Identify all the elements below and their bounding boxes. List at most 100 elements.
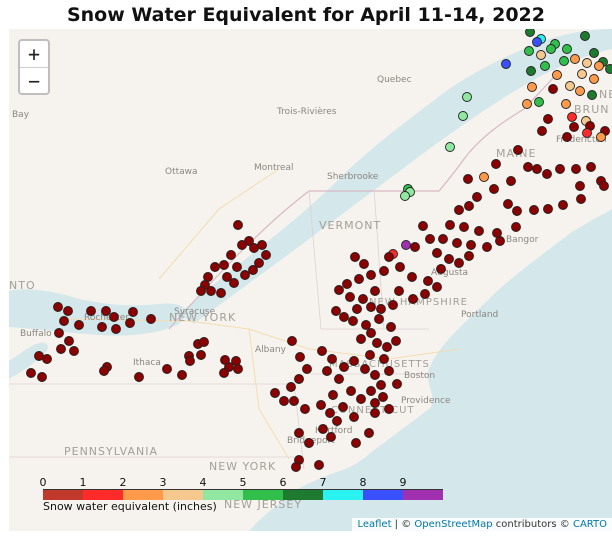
station-marker[interactable] [438, 234, 448, 244]
station-marker[interactable] [491, 159, 501, 169]
station-marker[interactable] [526, 66, 536, 76]
station-marker[interactable] [248, 265, 258, 275]
station-marker[interactable] [378, 392, 388, 402]
station-marker[interactable] [199, 337, 209, 347]
station-marker[interactable] [532, 164, 542, 174]
station-marker[interactable] [536, 50, 546, 60]
station-marker[interactable] [177, 370, 187, 380]
station-marker[interactable] [325, 408, 335, 418]
station-marker[interactable] [291, 462, 301, 472]
station-marker[interactable] [379, 354, 389, 364]
station-marker[interactable] [400, 191, 410, 201]
station-marker[interactable] [257, 240, 267, 250]
station-marker[interactable] [286, 382, 296, 392]
station-marker[interactable] [354, 274, 364, 284]
station-marker[interactable] [196, 350, 206, 360]
station-marker[interactable] [410, 242, 420, 252]
station-marker[interactable] [452, 238, 462, 248]
station-markers[interactable] [26, 29, 612, 472]
station-marker[interactable] [261, 250, 271, 260]
station-marker[interactable] [552, 70, 562, 80]
station-marker[interactable] [464, 201, 474, 211]
station-marker[interactable] [356, 334, 366, 344]
station-marker[interactable] [580, 31, 590, 41]
station-marker[interactable] [346, 386, 356, 396]
station-marker[interactable] [567, 112, 577, 122]
station-marker[interactable] [511, 222, 521, 232]
station-marker[interactable] [582, 58, 592, 68]
station-marker[interactable] [294, 374, 304, 384]
station-marker[interactable] [361, 320, 371, 330]
station-marker[interactable] [459, 222, 469, 232]
station-marker[interactable] [534, 97, 544, 107]
station-marker[interactable] [109, 312, 119, 322]
station-marker[interactable] [328, 390, 338, 400]
station-marker[interactable] [384, 366, 394, 376]
station-marker[interactable] [316, 400, 326, 410]
osm-link[interactable]: OpenStreetMap [414, 519, 493, 530]
station-marker[interactable] [339, 312, 349, 322]
station-marker[interactable] [576, 194, 586, 204]
station-marker[interactable] [42, 354, 52, 364]
station-marker[interactable] [599, 181, 609, 191]
station-marker[interactable] [506, 176, 516, 186]
station-marker[interactable] [540, 61, 550, 71]
station-marker[interactable] [372, 338, 382, 348]
station-marker[interactable] [128, 307, 138, 317]
station-marker[interactable] [489, 184, 499, 194]
station-marker[interactable] [370, 398, 380, 408]
station-marker[interactable] [219, 260, 229, 270]
station-marker[interactable] [379, 266, 389, 276]
station-marker[interactable] [349, 412, 359, 422]
station-marker[interactable] [331, 306, 341, 316]
station-marker[interactable] [334, 374, 344, 384]
station-marker[interactable] [366, 302, 376, 312]
station-marker[interactable] [162, 364, 172, 374]
station-marker[interactable] [596, 132, 606, 142]
station-marker[interactable] [575, 181, 585, 191]
station-marker[interactable] [495, 236, 505, 246]
station-marker[interactable] [589, 74, 599, 84]
station-marker[interactable] [97, 322, 107, 332]
station-marker[interactable] [571, 164, 581, 174]
station-marker[interactable] [332, 416, 342, 426]
station-marker[interactable] [537, 126, 547, 136]
station-marker[interactable] [512, 206, 522, 216]
station-marker[interactable] [86, 306, 96, 316]
station-marker[interactable] [317, 346, 327, 356]
station-marker[interactable] [479, 172, 489, 182]
station-marker[interactable] [360, 364, 370, 374]
station-marker[interactable] [462, 92, 472, 102]
station-marker[interactable] [279, 396, 289, 406]
station-marker[interactable] [420, 289, 430, 299]
station-marker[interactable] [69, 346, 79, 356]
station-marker[interactable] [370, 370, 380, 380]
station-marker[interactable] [366, 386, 376, 396]
station-marker[interactable] [605, 64, 612, 74]
station-marker[interactable] [63, 306, 73, 316]
station-marker[interactable] [543, 204, 553, 214]
station-marker[interactable] [513, 145, 523, 155]
station-marker[interactable] [542, 169, 552, 179]
station-marker[interactable] [231, 356, 241, 366]
station-marker[interactable] [366, 270, 376, 280]
station-marker[interactable] [295, 352, 305, 362]
station-marker[interactable] [219, 368, 229, 378]
station-marker[interactable] [348, 316, 358, 326]
station-marker[interactable] [339, 362, 349, 372]
station-marker[interactable] [125, 318, 135, 328]
station-marker[interactable] [394, 286, 404, 296]
station-marker[interactable] [26, 368, 36, 378]
station-marker[interactable] [501, 59, 511, 69]
station-marker[interactable] [370, 286, 380, 296]
station-marker[interactable] [587, 90, 597, 100]
station-marker[interactable] [454, 258, 464, 268]
station-marker[interactable] [577, 69, 587, 79]
station-marker[interactable] [546, 44, 556, 54]
station-marker[interactable] [134, 372, 144, 382]
station-marker[interactable] [358, 294, 368, 304]
station-marker[interactable] [229, 278, 239, 288]
station-marker[interactable] [524, 46, 534, 56]
station-marker[interactable] [270, 388, 280, 398]
station-marker[interactable] [216, 288, 226, 298]
